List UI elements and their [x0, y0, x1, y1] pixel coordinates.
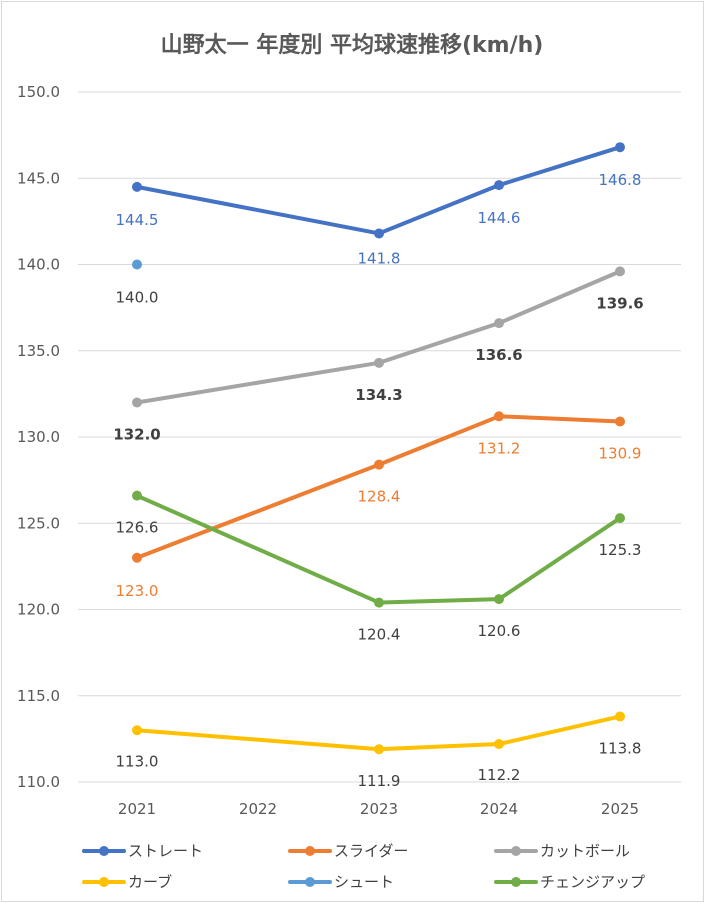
- data-point: [132, 397, 142, 408]
- x-tick-label: 2024: [480, 800, 518, 818]
- data-point: [374, 228, 384, 239]
- data-point: [374, 597, 384, 608]
- data-label: 125.3: [599, 541, 642, 559]
- y-tick-label: 125.0: [17, 514, 60, 532]
- legend-label: チェンジアップ: [540, 873, 645, 891]
- data-point: [374, 357, 384, 368]
- data-point: [494, 411, 504, 422]
- data-label: 128.4: [358, 488, 401, 506]
- x-tick-label: 2025: [601, 800, 639, 818]
- data-point: [494, 739, 504, 750]
- data-point: [494, 180, 504, 191]
- data-point: [615, 711, 625, 722]
- legend-marker: [305, 877, 315, 887]
- y-axis: 110.0 115.0 120.0 125.0 130.0 135.0 140.0 145.0…: [17, 83, 60, 791]
- data-point: [494, 318, 504, 329]
- data-label: 111.9: [358, 772, 401, 790]
- data-label: 112.2: [478, 766, 521, 784]
- data-label: 113.0: [116, 752, 159, 770]
- series-line: [135, 269, 622, 405]
- gridlines: [78, 91, 681, 783]
- series-group: [132, 142, 625, 755]
- legend-label: カットボール: [540, 842, 630, 860]
- data-point: [374, 459, 384, 470]
- data-point: [615, 416, 625, 427]
- legend-label: シュート: [334, 873, 394, 891]
- data-point: [615, 142, 625, 153]
- data-label: 113.8: [599, 739, 642, 757]
- y-tick-label: 140.0: [17, 256, 60, 274]
- series-line: [135, 145, 622, 236]
- y-tick-label: 145.0: [17, 169, 60, 187]
- series-line: [135, 714, 622, 752]
- legend-label: スライダー: [334, 842, 408, 860]
- y-tick-label: 120.0: [17, 601, 60, 619]
- y-tick-label: 115.0: [17, 687, 60, 705]
- legend-marker: [511, 846, 521, 856]
- legend-label: カーブ: [128, 873, 172, 891]
- x-tick-label: 2023: [360, 800, 398, 818]
- data-label: 120.6: [478, 622, 521, 640]
- legend-marker: [99, 877, 109, 887]
- data-point: [132, 725, 142, 736]
- data-point: [132, 259, 142, 270]
- data-point: [615, 513, 625, 524]
- x-tick-label: 2021: [118, 800, 156, 818]
- data-label: 140.0: [116, 289, 159, 307]
- data-label: 144.5: [116, 211, 159, 229]
- series-line: [135, 414, 622, 560]
- series-line: [135, 493, 622, 605]
- x-axis: 2021 2022 2023 2024 2025: [118, 800, 639, 818]
- data-point: [615, 266, 625, 277]
- legend-marker: [511, 877, 521, 887]
- data-label: 130.9: [599, 444, 642, 462]
- legend-marker: [305, 846, 315, 856]
- chart-title: 山野太一 年度別 平均球速推移(km/h): [161, 32, 544, 58]
- data-label: 126.6: [116, 519, 159, 537]
- data-label: 146.8: [599, 171, 642, 189]
- data-label: 120.4: [358, 626, 401, 644]
- legend-label: ストレート: [128, 842, 203, 860]
- legend-marker: [99, 846, 109, 856]
- data-label: 132.0: [113, 426, 160, 444]
- y-tick-label: 150.0: [17, 83, 60, 101]
- data-point: [374, 744, 384, 755]
- data-labels: 144.5 141.8 144.6 146.8 123.0 128.4 131.2 130.9…: [113, 171, 643, 790]
- data-point: [132, 552, 142, 563]
- x-tick-label: 2022: [239, 800, 277, 818]
- data-point: [132, 490, 142, 501]
- data-label: 123.0: [116, 582, 159, 600]
- y-tick-label: 135.0: [17, 342, 60, 360]
- data-label: 139.6: [596, 294, 643, 312]
- data-label: 136.6: [475, 346, 522, 364]
- data-label: 141.8: [358, 249, 401, 267]
- data-label: 144.6: [478, 209, 521, 227]
- y-tick-label: 110.0: [17, 773, 60, 791]
- y-tick-label: 130.0: [17, 428, 60, 446]
- data-label: 134.3: [355, 386, 402, 404]
- data-point: [494, 594, 504, 605]
- data-point: [132, 181, 142, 192]
- data-label: 131.2: [478, 439, 521, 457]
